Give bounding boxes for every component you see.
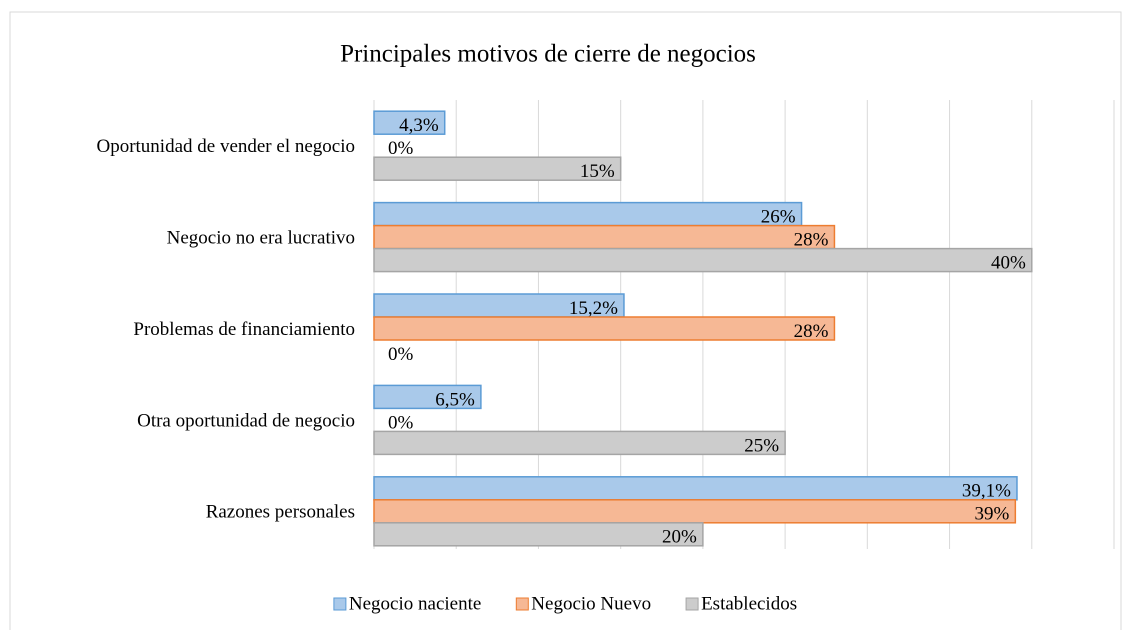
value-label: 20% xyxy=(662,527,697,548)
value-label: 39% xyxy=(975,504,1010,525)
bar xyxy=(373,476,1018,501)
legend-label: Negocio naciente xyxy=(349,593,481,614)
bar xyxy=(373,156,622,181)
bar xyxy=(373,110,446,135)
bar xyxy=(373,224,836,250)
value-label: 28% xyxy=(794,229,829,250)
legend-swatch xyxy=(685,597,699,611)
bar xyxy=(373,430,786,456)
category-label: Problemas de financiamiento xyxy=(133,319,355,340)
category-label: Oportunidad de vender el negocio xyxy=(96,136,355,157)
bar xyxy=(373,201,803,227)
value-label: 28% xyxy=(794,321,829,342)
value-label: 0% xyxy=(388,138,414,159)
value-label: 15,2% xyxy=(569,298,618,319)
category-label: Negocio no era lucrativo xyxy=(167,227,355,248)
category-label: Razones personales xyxy=(206,502,355,523)
value-label: 4,3% xyxy=(399,115,439,136)
value-label: 40% xyxy=(991,252,1026,273)
bar xyxy=(373,522,704,547)
value-label: 0% xyxy=(388,344,414,365)
value-label: 15% xyxy=(580,161,615,182)
value-label: 6,5% xyxy=(435,389,475,410)
bar xyxy=(373,316,836,341)
value-label: 26% xyxy=(761,206,796,227)
category-label: Otra oportunidad de negocio xyxy=(137,410,355,431)
legend-swatch xyxy=(333,597,347,611)
value-label: 39,1% xyxy=(962,481,1011,502)
legend-swatch xyxy=(515,597,529,611)
bar xyxy=(373,384,482,410)
legend-label: Negocio Nuevo xyxy=(531,593,651,614)
chart-title: Principales motivos de cierre de negocio… xyxy=(340,41,756,68)
bar xyxy=(373,247,1033,273)
value-label: 0% xyxy=(388,412,414,433)
bar xyxy=(373,499,1017,524)
legend-label: Establecidos xyxy=(701,593,797,614)
value-label: 25% xyxy=(744,435,779,456)
